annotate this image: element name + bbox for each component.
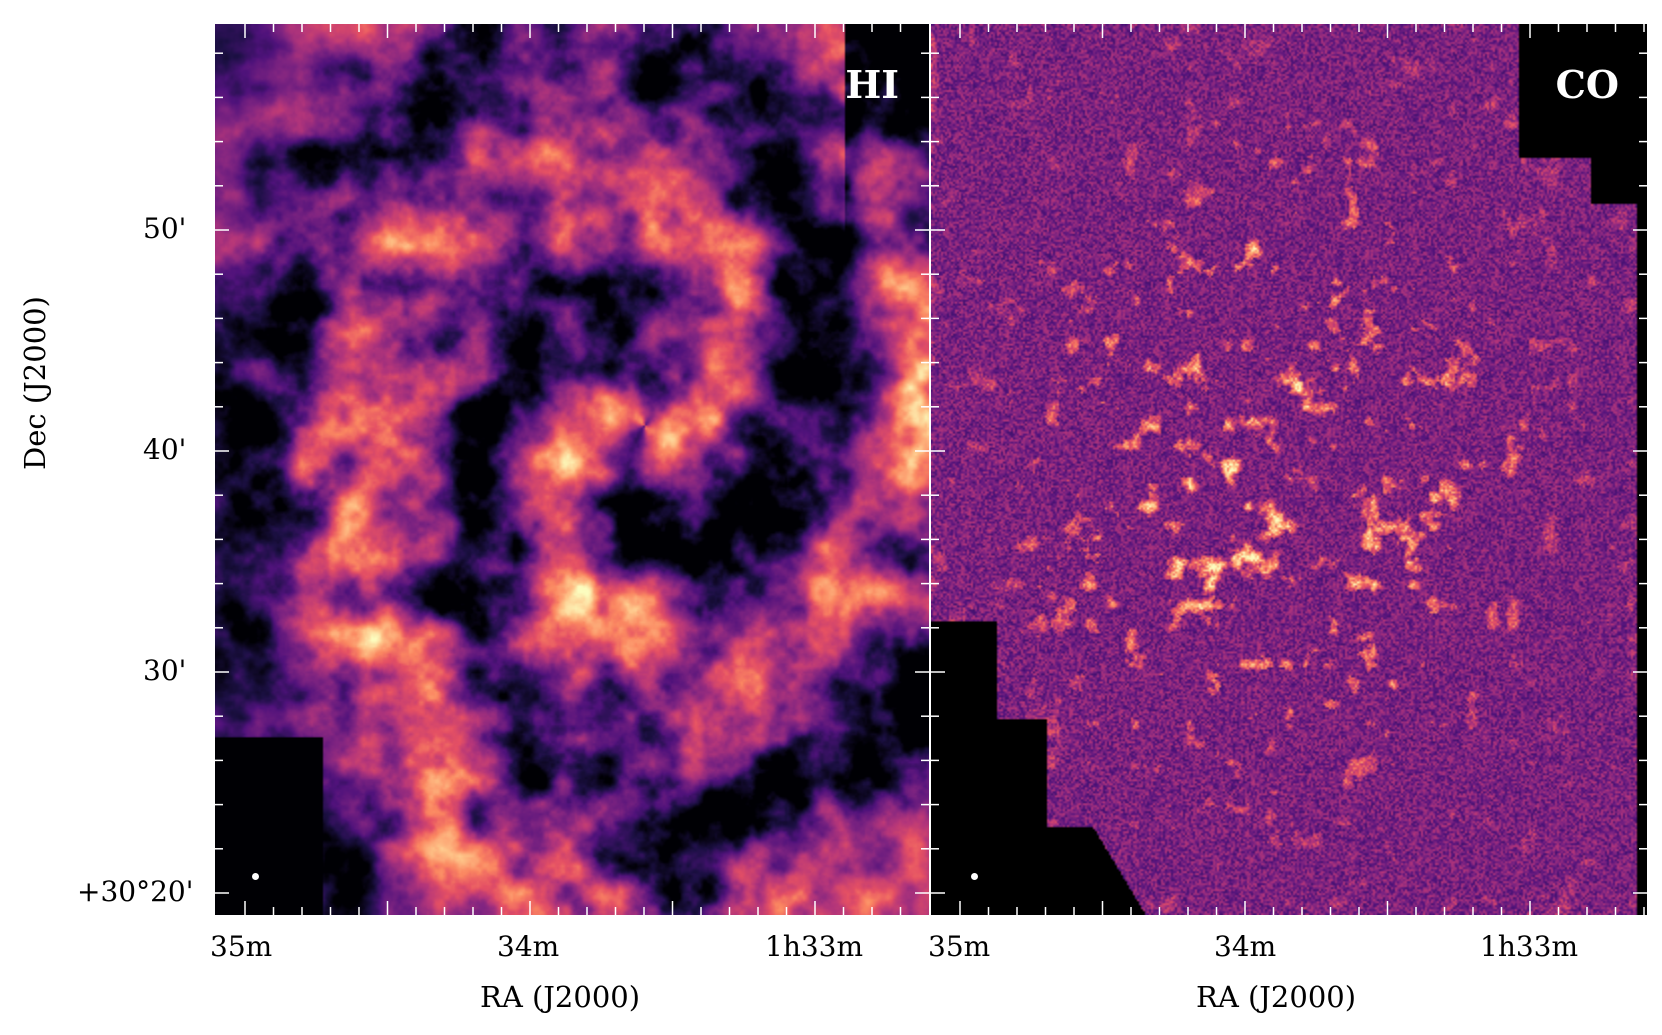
x-axis-label-right: RA (J2000)	[1196, 980, 1357, 1014]
y-tick-label: 40'	[143, 433, 187, 466]
y-tick-label: 50'	[143, 212, 187, 245]
co-map-panel: CO	[931, 24, 1647, 915]
hi-beam-marker	[252, 873, 259, 880]
x-tick-label-right: 35m	[928, 930, 991, 963]
x-tick-label-left: 1h33m	[765, 930, 864, 963]
hi-panel-label: HI	[845, 62, 899, 107]
x-tick-label-left: 35m	[210, 930, 273, 963]
y-tick-label: 30'	[143, 654, 187, 687]
panel-divider	[929, 24, 931, 915]
x-tick-label-right: 34m	[1214, 930, 1277, 963]
co-beam-marker	[971, 873, 978, 880]
y-axis-label: Dec (J2000)	[18, 296, 52, 470]
x-tick-label-right: 1h33m	[1480, 930, 1579, 963]
co-intensity-map	[931, 24, 1647, 915]
co-panel-label: CO	[1555, 62, 1619, 107]
hi-intensity-map	[215, 24, 929, 915]
hi-map-panel: HI	[215, 24, 929, 915]
x-axis-label-left: RA (J2000)	[480, 980, 641, 1014]
x-tick-label-left: 34m	[497, 930, 560, 963]
y-tick-label: +30°20'	[77, 875, 194, 908]
